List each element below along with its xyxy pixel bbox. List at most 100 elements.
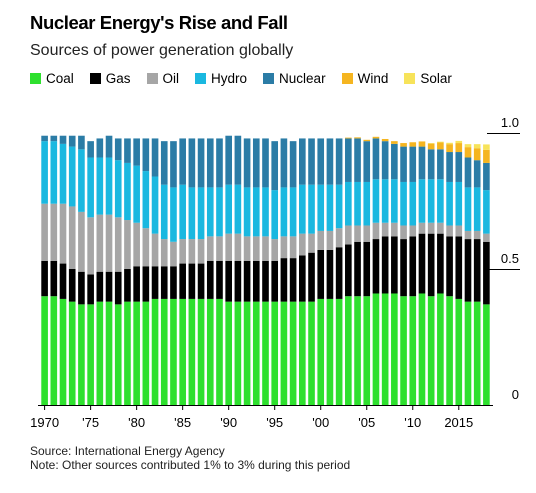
bar-coal-2018: [483, 304, 490, 405]
bar-coal-1997: [289, 301, 297, 405]
bar-coal-1990: [225, 301, 232, 405]
bar-oil-1974: [78, 211, 85, 272]
bar-oil-1989: [216, 236, 223, 261]
bar-hydro-1986: [188, 187, 196, 240]
legend-label: Hydro: [211, 71, 248, 86]
bar-hydro-1984: [170, 187, 177, 242]
x-tick-label: '05: [358, 415, 375, 430]
bar-solar-2012: [427, 143, 435, 144]
bar-hydro-1983: [160, 184, 168, 240]
x-tick-label: 1970: [30, 415, 59, 430]
bar-wind-2014: [446, 144, 453, 153]
bar-oil-1985: [179, 239, 186, 264]
bar-hydro-1975: [87, 157, 94, 218]
bar-hydro-1974: [78, 149, 85, 212]
bar-hydro-2009: [400, 181, 407, 226]
bar-gas-2015: [455, 236, 463, 299]
bar-oil-1981: [142, 228, 150, 267]
bar-gas-2012: [427, 233, 435, 297]
bar-coal-1986: [188, 298, 196, 405]
bar-gas-2017: [473, 239, 481, 302]
bar-coal-2011: [418, 293, 426, 405]
bar-oil-2009: [400, 225, 407, 240]
bar-hydro-2008: [391, 179, 398, 223]
bar-coal-1970: [41, 296, 48, 405]
bar-hydro-2017: [473, 187, 481, 231]
bar-hydro-1998: [299, 184, 306, 234]
bar-nuclear-2002: [335, 138, 343, 185]
bar-nuclear-2008: [391, 143, 398, 180]
bar-oil-2015: [455, 225, 463, 237]
bar-oil-2007: [381, 222, 389, 237]
bar-nuclear-1980: [133, 138, 140, 166]
bar-oil-1987: [197, 239, 205, 264]
bar-oil-1979: [124, 220, 131, 269]
bar-gas-1992: [243, 260, 251, 302]
bar-hydro-2005: [363, 181, 371, 226]
chart-footer: Source: International Energy Agency Note…: [30, 444, 350, 472]
bar-nuclear-1989: [216, 138, 223, 188]
bar-hydro-1979: [124, 162, 131, 221]
bar-oil-1976: [96, 214, 104, 272]
bar-solar-2016: [464, 144, 472, 148]
bar-oil-1970: [41, 203, 48, 261]
bar-nuclear-1999: [308, 138, 315, 185]
bar-nuclear-1973: [68, 135, 76, 147]
bar-hydro-2012: [427, 179, 435, 223]
bar-solar-2014: [446, 142, 453, 145]
bar-coal-1995: [271, 301, 279, 405]
bar-coal-1982: [151, 298, 159, 405]
legend-swatch-gas: [89, 73, 101, 84]
x-tick-label: '75: [82, 415, 99, 430]
bar-oil-1984: [170, 241, 177, 267]
bar-wind-2007: [381, 138, 389, 142]
bar-gas-2010: [409, 236, 417, 297]
bar-oil-2000: [317, 230, 325, 250]
bar-gas-1977: [105, 271, 113, 302]
bar-gas-1997: [289, 258, 297, 302]
bar-nuclear-2010: [409, 146, 417, 182]
bar-gas-1970: [41, 260, 48, 297]
bar-gas-2014: [446, 236, 453, 297]
bar-nuclear-2017: [473, 160, 481, 188]
bar-wind-2010: [409, 142, 417, 147]
legend-label: Solar: [420, 71, 452, 86]
bar-oil-1999: [308, 233, 315, 253]
bar-gas-1986: [188, 263, 196, 299]
bar-coal-2002: [335, 298, 343, 405]
bar-gas-2011: [418, 233, 426, 294]
bar-oil-1977: [105, 214, 113, 272]
bar-coal-1988: [206, 298, 214, 405]
bar-gas-1972: [59, 263, 67, 299]
bar-gas-1991: [234, 260, 242, 302]
bar-hydro-1972: [59, 143, 67, 204]
bar-oil-1993: [252, 236, 260, 261]
bar-coal-1981: [142, 301, 150, 405]
bar-coal-1979: [124, 301, 131, 405]
bar-nuclear-2014: [446, 152, 453, 182]
bar-gas-2013: [437, 233, 444, 294]
bar-oil-2008: [391, 222, 398, 237]
bar-gas-1978: [114, 271, 122, 305]
x-tick-label: '80: [128, 415, 145, 430]
bar-coal-1976: [96, 301, 104, 405]
legend-swatch-wind: [341, 73, 353, 84]
legend-label: Nuclear: [279, 71, 326, 86]
bar-hydro-1997: [289, 187, 297, 237]
bar-oil-2003: [345, 225, 352, 245]
x-tick-label: '10: [404, 415, 421, 430]
bar-coal-2008: [391, 293, 398, 405]
stacked-bar-chart: 1970 '75 '80 '85 '90 '95 '00 '05 '10 2015 1.0 0.5 0: [30, 115, 520, 430]
bar-nuclear-1974: [78, 135, 85, 150]
bar-gas-2001: [326, 249, 334, 299]
bar-oil-2004: [354, 225, 361, 242]
bar-gas-1993: [252, 260, 260, 302]
bar-oil-1991: [234, 233, 242, 261]
bar-hydro-2004: [354, 181, 361, 226]
bar-gas-1994: [262, 260, 269, 302]
bar-nuclear-1997: [289, 141, 297, 188]
bar-hydro-1977: [105, 157, 113, 215]
bar-nuclear-2013: [437, 149, 444, 180]
bar-hydro-2007: [381, 179, 389, 223]
bar-wind-2018: [483, 149, 490, 163]
